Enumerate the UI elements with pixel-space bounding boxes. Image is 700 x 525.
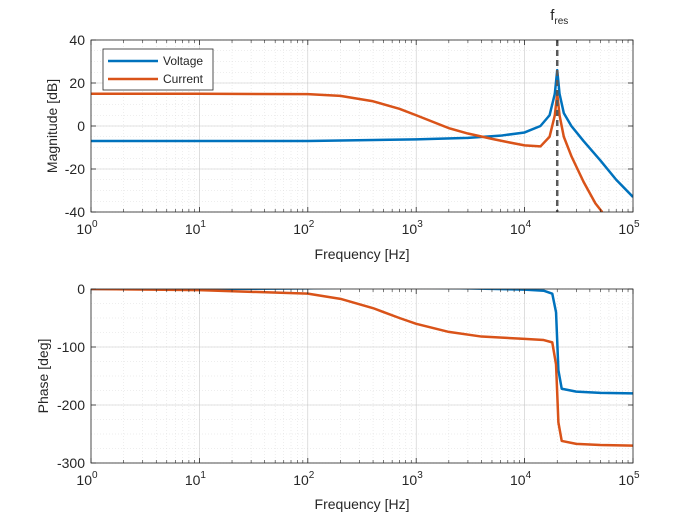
x-tick-label: 103 — [402, 219, 424, 237]
x-tick-label: 105 — [618, 219, 640, 237]
x-tick-base: 10 — [402, 472, 418, 488]
resonance-label-sub: res — [554, 16, 568, 27]
x-tick-label: 105 — [618, 470, 640, 488]
x-tick-exponent: 5 — [634, 470, 640, 481]
x-tick-exponent: 4 — [526, 219, 532, 230]
x-tick-exponent: 4 — [526, 470, 532, 481]
phase-xtick-labels: 100 101 102 103 104 105 — [76, 470, 640, 488]
magnitude-ylabel: Magnitude [dB] — [44, 79, 60, 173]
phase-axes: 100 101 102 103 104 105 0-100-200-300 Frequen… — [35, 281, 640, 512]
x-tick-exponent: 2 — [309, 470, 315, 481]
phase-ticks — [90, 288, 634, 464]
resonance-label: fres — [550, 7, 568, 27]
phase-ylabel: Phase [deg] — [35, 339, 51, 414]
x-tick-base: 10 — [618, 221, 634, 237]
y-tick-label: -300 — [57, 455, 85, 471]
x-tick-exponent: 0 — [92, 470, 98, 481]
phase-xlabel: Frequency [Hz] — [315, 496, 410, 512]
legend-label-current: Current — [163, 72, 204, 86]
x-tick-base: 10 — [185, 472, 201, 488]
x-tick-exponent: 3 — [417, 470, 423, 481]
series-line-current — [91, 289, 633, 447]
x-tick-base: 10 — [618, 472, 634, 488]
series-line-voltage — [91, 68, 633, 198]
x-tick-base: 10 — [293, 221, 309, 237]
phase-ytick-labels: 0 -100 -200 -300 — [57, 281, 85, 471]
x-tick-exponent: 3 — [417, 219, 423, 230]
x-tick-label: 101 — [185, 470, 207, 488]
magnitude-xtick-labels: 100 101 102 103 104 105 — [76, 219, 640, 237]
magnitude-ticks — [90, 39, 634, 213]
legend: Voltage Current — [102, 48, 214, 91]
x-tick-base: 10 — [76, 221, 92, 237]
magnitude-ytick-labels: 40 20 0 -20 -40 — [65, 32, 85, 220]
phase-axes-box — [90, 288, 634, 464]
y-tick-label: 0 — [77, 281, 85, 297]
series-line-voltage — [91, 289, 633, 395]
magnitude-series — [91, 68, 633, 212]
x-tick-base: 10 — [185, 221, 201, 237]
x-tick-label: 102 — [293, 470, 315, 488]
x-tick-label: 102 — [293, 219, 315, 237]
y-tick-label: 40 — [69, 32, 85, 48]
x-tick-base: 10 — [510, 221, 526, 237]
x-tick-label: 104 — [510, 219, 532, 237]
magnitude-xlabel: Frequency [Hz] — [315, 246, 410, 262]
x-tick-label: 100 — [76, 219, 98, 237]
x-tick-exponent: 1 — [200, 470, 206, 481]
x-tick-label: 101 — [185, 219, 207, 237]
x-tick-label: 100 — [76, 470, 98, 488]
x-tick-exponent: 5 — [634, 219, 640, 230]
y-tick-label: -100 — [57, 339, 85, 355]
x-tick-base: 10 — [402, 221, 418, 237]
y-tick-label: -200 — [57, 397, 85, 413]
y-tick-label: 20 — [69, 75, 85, 91]
x-tick-exponent: 2 — [309, 219, 315, 230]
resonance-marker: fres — [550, 7, 568, 212]
x-tick-exponent: 0 — [92, 219, 98, 230]
x-tick-base: 10 — [510, 472, 526, 488]
y-tick-label: 0 — [77, 118, 85, 134]
x-tick-exponent: 1 — [200, 219, 206, 230]
phase-series — [91, 289, 633, 447]
legend-box — [102, 48, 214, 91]
x-tick-base: 10 — [76, 472, 92, 488]
resonance-label-main: f — [550, 7, 555, 24]
x-tick-label: 104 — [510, 470, 532, 488]
y-tick-label: -20 — [65, 161, 85, 177]
x-tick-label: 103 — [402, 470, 424, 488]
x-tick-base: 10 — [293, 472, 309, 488]
y-tick-label: -40 — [65, 204, 85, 220]
series-line-current — [91, 92, 604, 212]
legend-label-voltage: Voltage — [163, 54, 203, 68]
